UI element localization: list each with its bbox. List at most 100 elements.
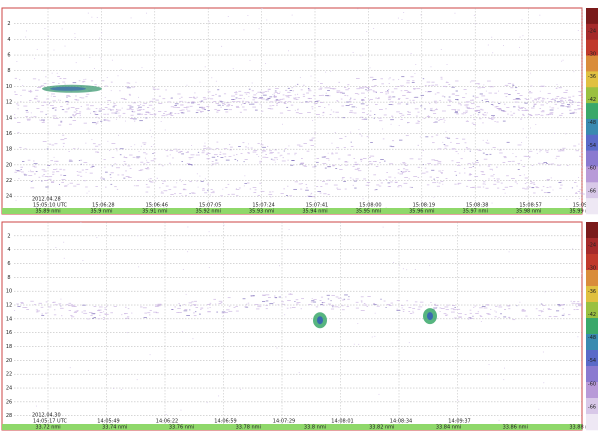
echo-speck (420, 94, 425, 96)
noise-speck (186, 84, 188, 86)
echo-speck (159, 304, 162, 306)
echo-speck (129, 168, 132, 169)
echo-speck (498, 304, 501, 306)
echo-speck (24, 148, 27, 150)
noise-speck (310, 193, 312, 195)
echo-speck (14, 169, 17, 171)
echo-speck (174, 113, 177, 114)
echo-speck (147, 162, 150, 163)
echo-speck (417, 158, 421, 160)
echo-speck (355, 178, 359, 180)
echo-speck (479, 307, 483, 309)
noise-speck (390, 123, 392, 125)
noise-speck (510, 111, 512, 113)
echo-speck (19, 79, 21, 81)
noise-speck (279, 290, 281, 292)
color-scale-cell (586, 166, 598, 183)
echo-speck (374, 104, 378, 105)
echo-speck (140, 113, 144, 115)
noise-speck (223, 224, 225, 226)
echo-speck (64, 185, 68, 187)
echo-speck (556, 101, 561, 103)
echo-speck (443, 121, 445, 123)
echo-speck (369, 155, 374, 157)
echo-speck (245, 303, 248, 305)
echo-speck (417, 120, 421, 122)
echo-speck (235, 189, 240, 190)
distance-label: 33.82 nmi (369, 425, 394, 431)
noise-speck (149, 354, 151, 356)
echo-speck (72, 82, 77, 84)
echo-speck (65, 100, 69, 102)
echo-speck (311, 196, 315, 198)
echo-speck (457, 183, 460, 185)
echo-speck (445, 82, 449, 83)
echo-speck (94, 113, 97, 115)
echo-speck (486, 313, 490, 314)
echo-speck (235, 91, 237, 92)
echo-speck (174, 105, 177, 106)
echo-speck (83, 312, 88, 314)
echo-speck (578, 305, 582, 307)
echo-speck (85, 186, 88, 188)
echo-speck (211, 102, 214, 103)
echo-speck (33, 160, 35, 162)
echo-speck (98, 306, 103, 308)
echo-speck (440, 172, 443, 174)
echo-speck (445, 86, 447, 88)
echo-speck (113, 104, 117, 106)
echo-speck (412, 307, 416, 309)
time-label: 15:06:28 (92, 203, 114, 209)
echo-speck (179, 109, 183, 111)
echo-speck (252, 187, 257, 188)
echo-speck (247, 302, 250, 304)
echo-speck (296, 144, 301, 146)
echo-speck (45, 113, 47, 115)
echo-speck (506, 305, 510, 307)
echo-speck (119, 154, 122, 156)
noise-speck (243, 185, 245, 187)
noise-speck (561, 60, 563, 62)
echo-speck (551, 114, 554, 115)
noise-speck (247, 15, 249, 16)
echo-speck (69, 182, 73, 184)
echo-speck (25, 116, 28, 117)
echo-speck (183, 184, 187, 185)
echo-speck (260, 190, 265, 192)
noise-speck (204, 66, 206, 68)
echo-speck (95, 186, 98, 187)
echo-speck (465, 106, 468, 108)
echo-speck (395, 182, 397, 183)
echo-speck (473, 306, 475, 308)
depth-label: 8 (7, 68, 10, 74)
echo-speck (136, 108, 139, 110)
echo-speck (401, 171, 405, 173)
echo-speck (359, 87, 363, 89)
noise-speck (185, 293, 187, 295)
echo-speck (493, 174, 495, 175)
echo-speck (512, 99, 517, 100)
echo-speck (367, 88, 369, 89)
echo-speck (514, 101, 519, 103)
noise-speck (288, 50, 290, 52)
echo-speck (315, 114, 320, 115)
echo-speck (175, 150, 179, 152)
echo-speck (576, 308, 579, 310)
echo-speck (373, 155, 375, 157)
echo-speck (485, 154, 489, 156)
echo-speck (472, 186, 477, 188)
color-scale-cell (586, 334, 598, 351)
echo-speck (86, 93, 90, 95)
echo-speck (188, 164, 192, 165)
noise-speck (126, 332, 128, 334)
echo-speck (150, 146, 153, 147)
echo-speck (399, 139, 403, 141)
noise-speck (93, 68, 95, 69)
echo-speck (209, 307, 211, 308)
echo-speck (207, 97, 210, 99)
echo-speck (103, 318, 105, 320)
echo-speck (404, 177, 408, 178)
echo-speck (181, 100, 183, 102)
echo-speck (308, 98, 312, 100)
echo-speck (57, 99, 60, 101)
